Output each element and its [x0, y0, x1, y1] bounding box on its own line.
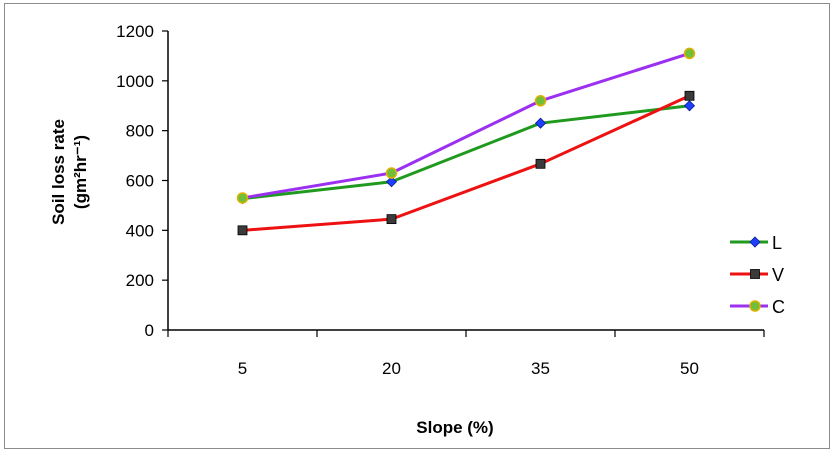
data-point-L: [683, 100, 696, 112]
x-tick-label: 20: [382, 359, 401, 378]
data-point-V: [237, 225, 248, 236]
y-tick-label: 600: [126, 172, 154, 191]
series-line-C: [242, 51, 690, 200]
series-C: [236, 47, 696, 204]
x-tick-label: 50: [680, 359, 699, 378]
data-point-C: [534, 95, 547, 107]
x-axis-title: Slope (%): [416, 418, 493, 437]
data-point-V: [535, 158, 546, 169]
y-axis-title-line-1: Soil loss rate: [49, 119, 68, 225]
series-line-L: [242, 104, 690, 201]
chart-frame: [4, 3, 830, 449]
legend-label: C: [772, 297, 785, 317]
x-tick-label: 5: [238, 359, 247, 378]
legend-item-C: C: [730, 297, 785, 317]
legend-swatch-marker: [750, 269, 760, 279]
x-tick-label: 35: [531, 359, 550, 378]
data-point-C: [683, 47, 696, 60]
data-point-V: [386, 214, 397, 225]
legend-label: V: [772, 265, 784, 285]
y-axis-title: Soil loss rate (gm²hr⁻¹): [49, 119, 90, 225]
data-point-L: [385, 176, 398, 188]
y-tick-label: 1000: [116, 72, 154, 91]
y-tick-label: 400: [126, 221, 154, 240]
legend-item-L: L: [730, 233, 782, 253]
series-layer: [236, 47, 696, 236]
y-tick-label: 800: [126, 122, 154, 141]
y-axis-title-line-2: (gm²hr⁻¹): [71, 135, 90, 209]
data-point-C: [236, 192, 249, 204]
legend-swatch-marker: [749, 236, 761, 248]
legend-label: L: [772, 233, 782, 253]
legend: LVC: [730, 233, 785, 317]
legend-item-V: V: [730, 265, 784, 285]
data-point-C: [385, 167, 398, 179]
legend-swatch-marker: [749, 300, 761, 312]
series-V: [237, 90, 695, 236]
data-point-L: [534, 117, 547, 129]
series-line-V: [242, 94, 691, 232]
data-point-V: [684, 90, 695, 101]
y-tick-label: 0: [145, 321, 154, 340]
chart-axes: 0 200 400 600 800 1000 1200 5 20 35 50: [116, 22, 765, 378]
y-tick-label: 1200: [116, 22, 154, 41]
y-tick-label: 200: [126, 271, 154, 290]
